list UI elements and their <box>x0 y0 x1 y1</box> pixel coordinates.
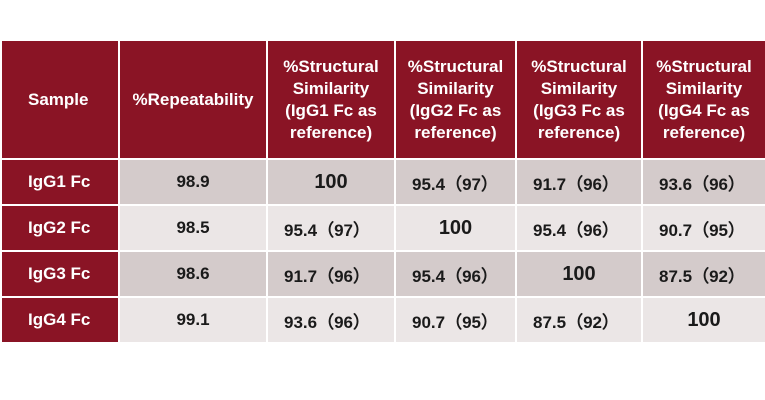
similarity-value: 87.5（92） <box>517 298 641 342</box>
similarity-value: 95.4（96） <box>517 206 641 250</box>
similarity-value: 90.7（95） <box>396 298 515 342</box>
similarity-value: 95.4（97） <box>396 160 515 204</box>
similarity-value: 100 <box>517 252 641 296</box>
similarity-value: 90.7（95） <box>643 206 765 250</box>
similarity-value: 91.7（96） <box>268 252 394 296</box>
table-row: IgG2 Fc 98.5 95.4（97） 100 95.4（96） 90.7（… <box>2 206 765 250</box>
sample-label: IgG4 Fc <box>2 298 118 342</box>
header-row: Sample %Repeatability %Structural Simila… <box>2 41 765 158</box>
similarity-table: Sample %Repeatability %Structural Simila… <box>0 39 765 344</box>
header-similarity-igg2: %Structural Similarity (IgG2 Fc as refer… <box>396 41 515 158</box>
header-similarity-igg1: %Structural Similarity (IgG1 Fc as refer… <box>268 41 394 158</box>
header-similarity-igg3: %Structural Similarity (IgG3 Fc as refer… <box>517 41 641 158</box>
table-row: IgG1 Fc 98.9 100 95.4（97） 91.7（96） 93.6（… <box>2 160 765 204</box>
sample-label: IgG1 Fc <box>2 160 118 204</box>
similarity-value: 100 <box>396 206 515 250</box>
sample-label: IgG3 Fc <box>2 252 118 296</box>
repeatability-value: 98.6 <box>120 252 266 296</box>
similarity-value: 100 <box>643 298 765 342</box>
sample-label: IgG2 Fc <box>2 206 118 250</box>
repeatability-value: 98.5 <box>120 206 266 250</box>
header-similarity-igg4: %Structural Similarity (IgG4 Fc as refer… <box>643 41 765 158</box>
similarity-value: 93.6（96） <box>643 160 765 204</box>
similarity-value: 93.6（96） <box>268 298 394 342</box>
repeatability-value: 99.1 <box>120 298 266 342</box>
header-repeatability: %Repeatability <box>120 41 266 158</box>
similarity-value: 100 <box>268 160 394 204</box>
table-row: IgG4 Fc 99.1 93.6（96） 90.7（95） 87.5（92） … <box>2 298 765 342</box>
table-row: IgG3 Fc 98.6 91.7（96） 95.4（96） 100 87.5（… <box>2 252 765 296</box>
similarity-value: 95.4（97） <box>268 206 394 250</box>
repeatability-value: 98.9 <box>120 160 266 204</box>
header-sample: Sample <box>2 41 118 158</box>
similarity-value: 87.5（92） <box>643 252 765 296</box>
similarity-value: 95.4（96） <box>396 252 515 296</box>
similarity-value: 91.7（96） <box>517 160 641 204</box>
